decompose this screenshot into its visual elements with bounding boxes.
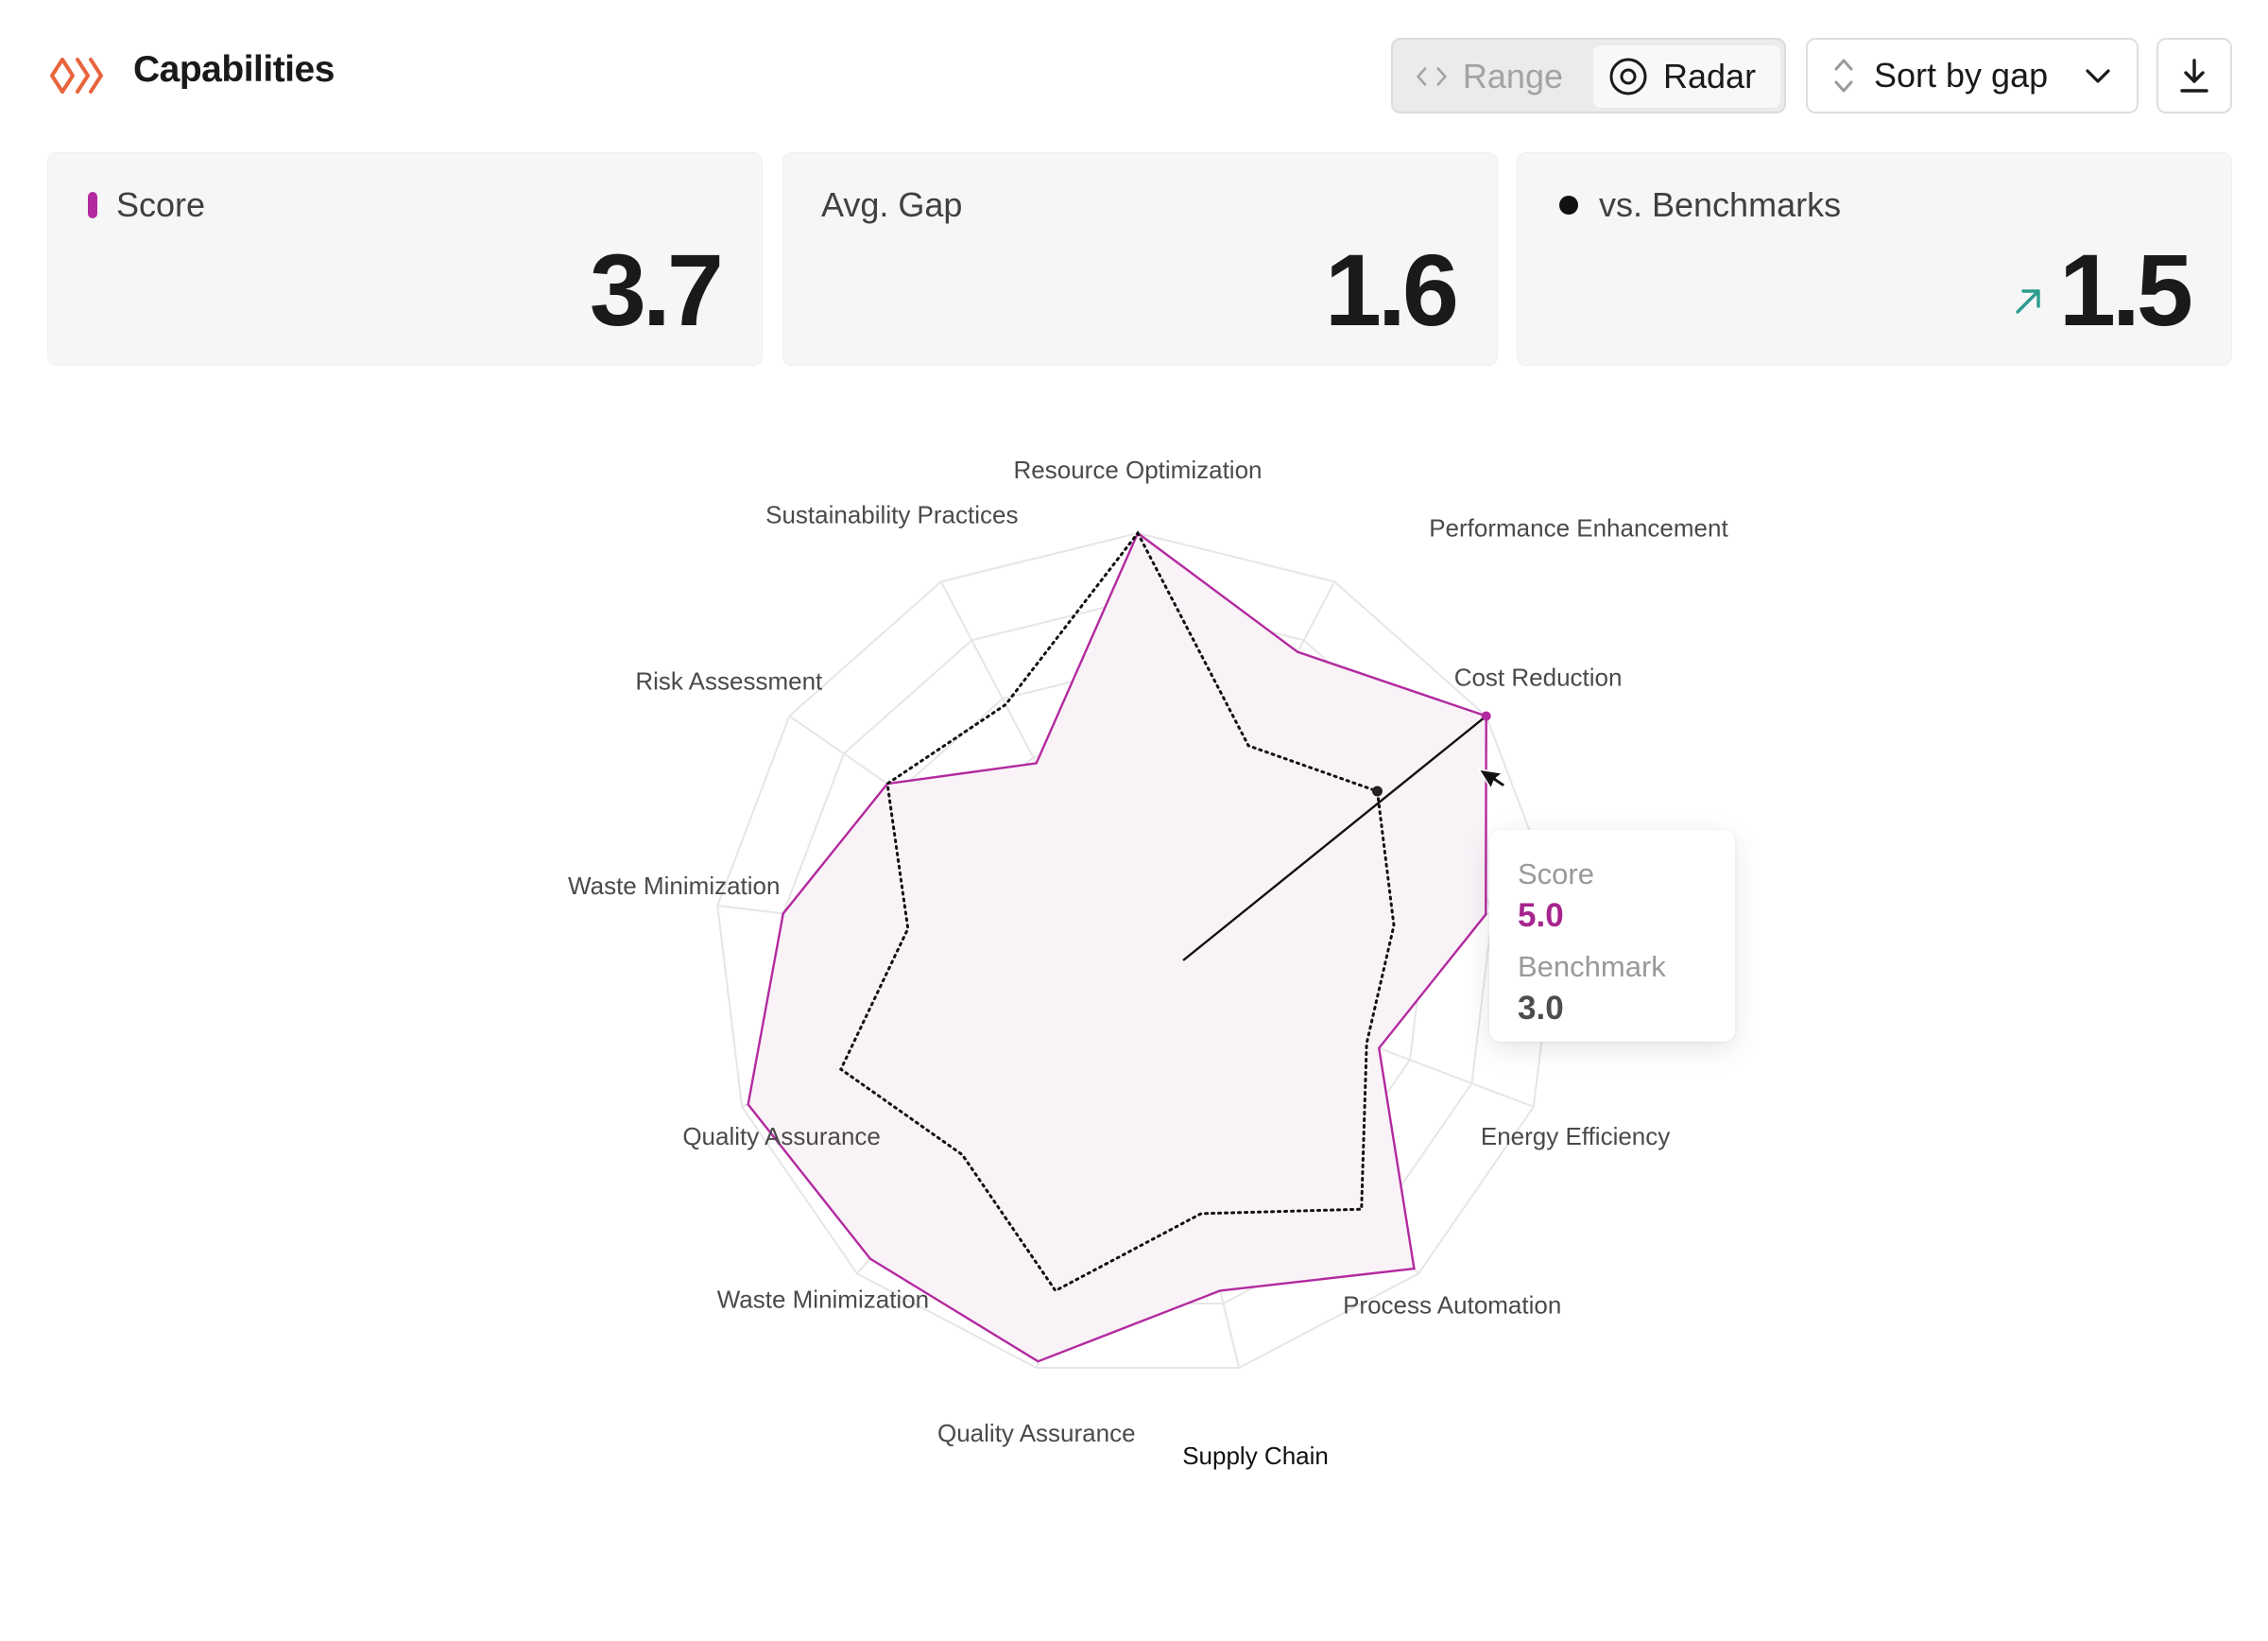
radar-series — [747, 530, 1487, 1363]
axis-label: Process Automation — [1343, 1290, 1561, 1319]
hover-line — [1182, 715, 1487, 961]
sort-icon — [1834, 59, 1853, 93]
benchmarks-label: vs. Benchmarks — [1599, 185, 1842, 224]
download-icon — [2180, 59, 2208, 93]
score-point-marker — [1481, 711, 1491, 721]
tooltip-benchmark-label: Benchmark — [1518, 950, 1666, 983]
axis-label: Performance Enhancement — [1429, 513, 1728, 542]
tooltip-score-label: Score — [1518, 857, 1594, 890]
chart-tooltip: Score 5.0 Benchmark 3.0 — [1489, 830, 1735, 1042]
grid-ring — [716, 531, 1559, 1369]
mouse-pointer-icon — [1478, 769, 1507, 790]
chevron-down-icon — [2086, 69, 2110, 83]
benchmarks-card: vs. Benchmarks 1.5 — [1517, 152, 2232, 366]
hover-cursor — [1182, 711, 1507, 961]
score-label: Score — [116, 185, 206, 224]
axis-label: Quality Assurance — [937, 1419, 1136, 1447]
header: Capabilities Range Radar Sort by gap — [0, 0, 2268, 151]
axis-label: Energy Efficiency — [1481, 1122, 1670, 1150]
axis-label: Waste Minimization — [568, 872, 780, 900]
benchmark-point-marker — [1371, 786, 1383, 797]
score-value: 3.7 — [589, 233, 724, 347]
axis-label: Sustainability Practices — [765, 500, 1018, 528]
axis-label: Resource Optimization — [1014, 456, 1263, 484]
axis-label: Supply Chain — [1182, 1442, 1329, 1470]
avg-gap-label: Avg. Gap — [821, 185, 963, 224]
logo-icon — [50, 58, 103, 94]
radar-labels: Resource Optimization Performance Enhance… — [568, 456, 1728, 1470]
download-button[interactable] — [2156, 38, 2232, 113]
radar-view-label: Radar — [1663, 57, 1757, 95]
page-title: Capabilities — [133, 49, 335, 90]
range-view-button[interactable]: Range — [1402, 45, 1563, 108]
benchmark-legend-marker — [1559, 196, 1578, 215]
axis-label: Risk Assessment — [635, 667, 823, 696]
target-icon — [1609, 58, 1647, 95]
sort-dropdown[interactable]: Sort by gap — [1806, 38, 2139, 113]
benchmarks-value: 1.5 — [2058, 233, 2193, 347]
score-legend-marker — [88, 192, 97, 218]
range-view-label: Range — [1462, 57, 1563, 95]
axis-label: Quality Assurance — [682, 1122, 881, 1150]
tooltip-score-value: 5.0 — [1518, 897, 1564, 934]
avg-gap-card: Avg. Gap 1.6 — [782, 152, 1498, 366]
radar-view-button[interactable]: Radar — [1593, 45, 1780, 108]
code-brackets-icon — [1417, 67, 1447, 86]
trend-up-icon — [2016, 288, 2040, 314]
view-toggle: Range Radar — [1391, 38, 1786, 113]
score-card: Score 3.7 — [47, 152, 763, 366]
axis-label: Waste Minimization — [717, 1285, 929, 1313]
benchmark-polygon — [838, 530, 1396, 1293]
axis-label: Cost Reduction — [1454, 664, 1623, 692]
tooltip-benchmark-value: 3.0 — [1518, 990, 1564, 1027]
sort-label: Sort by gap — [1874, 56, 2049, 95]
avg-gap-value: 1.6 — [1324, 233, 1459, 347]
score-polygon — [747, 531, 1487, 1363]
